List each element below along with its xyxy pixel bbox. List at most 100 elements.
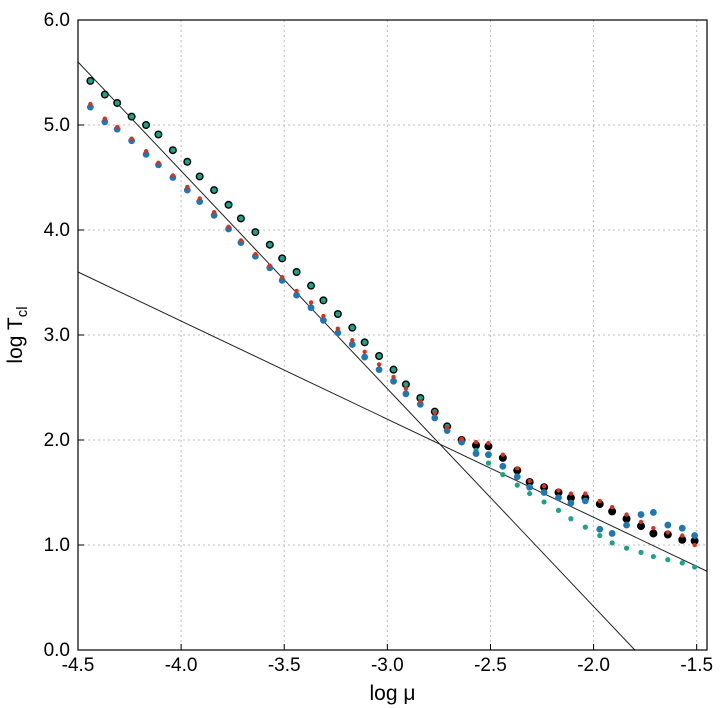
series-1-point-34 xyxy=(555,507,562,513)
fit-lines xyxy=(77,61,708,651)
series-1-point-4 xyxy=(143,122,149,128)
series-3-point-11 xyxy=(238,238,244,243)
series-3-point-35 xyxy=(568,491,574,496)
series-0-point-41 xyxy=(649,529,658,538)
series-3-point-41 xyxy=(651,526,656,531)
series-1-point-32 xyxy=(527,490,533,497)
series-3-point-7 xyxy=(185,184,190,190)
series-1-point-40 xyxy=(638,549,644,555)
series-1-point-11 xyxy=(238,215,244,222)
series-0-point-38 xyxy=(608,507,617,516)
x-tick-label-2: -3.5 xyxy=(268,655,301,676)
series-1-point-33 xyxy=(541,499,547,505)
y-axis-label-sub: cl xyxy=(14,306,31,317)
series-2-point-42 xyxy=(664,521,672,529)
series-3-point-42 xyxy=(665,530,671,535)
series-3-point-0 xyxy=(88,101,93,107)
series-3-point-18 xyxy=(335,326,341,331)
series-3-point-15 xyxy=(294,288,299,294)
series-2-point-9 xyxy=(210,211,218,219)
series-2-point-41 xyxy=(649,509,657,516)
series-2-point-14 xyxy=(278,277,286,284)
series-2-point-30 xyxy=(499,462,507,470)
series-2-point-37 xyxy=(596,525,604,533)
y-axis-label: log Tcl xyxy=(4,306,31,363)
series-3-point-21 xyxy=(376,362,382,367)
series-1-point-21 xyxy=(376,353,382,359)
plot-frame xyxy=(77,19,708,651)
series-1-point-41 xyxy=(650,553,656,560)
series-1-point-31 xyxy=(514,482,520,488)
series-1-point-10 xyxy=(225,202,232,208)
series-3-point-8 xyxy=(197,196,202,201)
x-tick-label-3: -3.0 xyxy=(371,655,404,676)
y-tick-label-3: 3.0 xyxy=(44,325,70,346)
series-3-point-20 xyxy=(362,349,367,354)
series-1-point-18 xyxy=(335,311,341,317)
series-0-point-29 xyxy=(484,442,493,451)
series-3-point-33 xyxy=(541,484,547,489)
series-2-point-22 xyxy=(390,377,397,385)
series-2-point-19 xyxy=(348,341,356,348)
series-0-point-40 xyxy=(637,522,646,531)
series-1-point-19 xyxy=(349,325,355,331)
series-2-point-21 xyxy=(375,366,383,374)
x-tick-label-5: -2.0 xyxy=(577,655,610,676)
series-1-point-24 xyxy=(417,395,423,401)
series-2-point-29 xyxy=(484,451,492,459)
series-3-point-6 xyxy=(170,173,176,178)
series-3-point-34 xyxy=(556,488,561,493)
series-2-point-20 xyxy=(361,353,369,361)
series-2-point-32 xyxy=(526,483,534,491)
series-3-point-29 xyxy=(486,440,491,446)
series-3-point-31 xyxy=(515,466,520,471)
series-1-point-12 xyxy=(252,229,258,235)
series-1-point-30 xyxy=(500,472,506,478)
series-1-point-7 xyxy=(184,159,190,165)
series-1-point-16 xyxy=(308,283,314,289)
series-2-point-7 xyxy=(183,186,191,194)
series-2-point-24 xyxy=(416,400,424,408)
x-tick-label-1: -4.0 xyxy=(165,655,198,676)
series-3-point-32 xyxy=(527,478,532,484)
series-1-point-15 xyxy=(294,269,300,275)
series-1-point-42 xyxy=(665,557,671,563)
series-1-point-0 xyxy=(87,78,93,84)
series-1-point-29 xyxy=(485,460,491,466)
series-1-point-44 xyxy=(692,564,698,570)
series-3-point-40 xyxy=(638,519,644,525)
series-2-point-44 xyxy=(691,532,699,539)
series-2-point-16 xyxy=(307,304,315,312)
tick-labels: -4.5 -4.0 -3.5 -3.0 -2.5 -2.0 -1.5 0.0 1.0 2.0 3.0… xyxy=(44,10,713,676)
y-tick-label-0: 0.0 xyxy=(44,640,70,661)
x-tick-label-0: -4.5 xyxy=(62,655,95,676)
series-2-point-31 xyxy=(513,473,521,481)
series-3-point-9 xyxy=(211,209,217,215)
series-3-point-24 xyxy=(418,398,423,404)
series-1-point-17 xyxy=(320,297,327,303)
series-3-point-16 xyxy=(308,300,314,305)
series-2-point-17 xyxy=(320,316,327,324)
series-3-point-27 xyxy=(459,436,464,442)
series-2-point-35 xyxy=(567,499,575,507)
series-3-point-17 xyxy=(321,313,326,319)
series-0-point-37 xyxy=(595,500,604,509)
series-3-point-22 xyxy=(391,374,396,380)
series-3-point-26 xyxy=(444,425,450,430)
series-1-point-37 xyxy=(597,532,603,539)
series-3-point-3 xyxy=(129,136,134,141)
series-1-point-23 xyxy=(403,381,409,387)
series-3-point-4 xyxy=(143,149,149,154)
series-1-point-3 xyxy=(129,114,135,120)
series-0-point-30 xyxy=(498,453,507,462)
series-3-point-37 xyxy=(597,498,602,504)
series-1-point-14 xyxy=(279,255,285,261)
series-1-point-36 xyxy=(582,524,588,530)
series-2-point-38 xyxy=(608,530,616,537)
x-axis-label: log μ xyxy=(370,682,416,705)
series-0-point-35 xyxy=(566,493,575,502)
series-3-point-1 xyxy=(102,116,108,121)
series-1-point-1 xyxy=(102,91,108,98)
series-1-point-9 xyxy=(211,187,217,193)
series-0 xyxy=(86,76,699,545)
